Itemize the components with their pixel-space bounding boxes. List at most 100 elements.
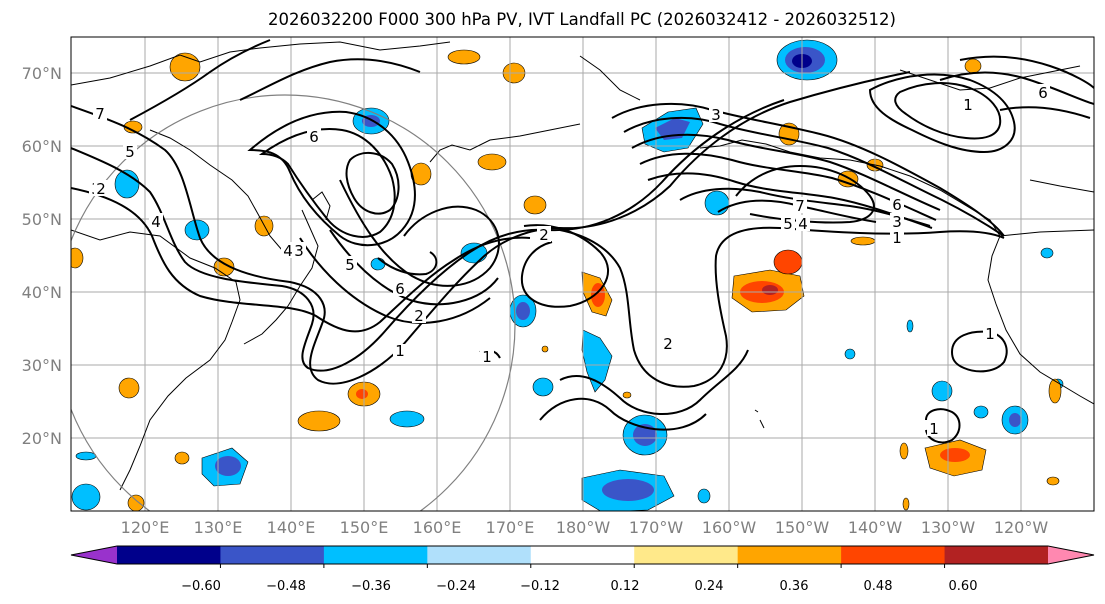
negative-anomaly — [389, 410, 425, 428]
contour-label: 1 — [482, 348, 492, 366]
contour-label: 6 — [892, 196, 902, 214]
contour-label: 6 — [309, 128, 319, 146]
lon-tick: 120°E — [121, 518, 170, 537]
positive-anomaly — [964, 58, 982, 74]
negative-anomaly — [704, 190, 730, 216]
lon-tick: 170°E — [486, 518, 535, 537]
map-title: 2026032200 F000 300 hPa PV, IVT Landfall… — [268, 10, 896, 29]
lon-tick: 150°W — [775, 518, 830, 537]
contour-label: 1 — [395, 342, 405, 360]
colorbar-extend-min — [71, 546, 117, 564]
lon-tick: 130°W — [921, 518, 976, 537]
lon-tick: 180°W — [556, 518, 611, 537]
contour-label: 4 — [151, 213, 161, 231]
colorbar-tick-label: −0.24 — [436, 579, 476, 594]
positive-anomaly — [118, 377, 140, 399]
positive-anomaly — [850, 236, 876, 246]
lat-tick: 20°N — [22, 429, 62, 448]
negative-anomaly — [622, 414, 668, 456]
lon-tick: 130°E — [194, 518, 243, 537]
negative-anomaly — [776, 39, 838, 81]
contour-label: 1 — [892, 229, 902, 247]
colorbar-outline — [70, 545, 1095, 565]
positive-anomaly — [127, 494, 145, 511]
positive-anomaly — [297, 410, 341, 432]
contour-label: 1 — [963, 96, 973, 114]
lon-tick: 160°W — [702, 518, 757, 537]
negative-anomaly — [1040, 247, 1054, 259]
contour-label: 3 — [711, 106, 721, 124]
longitude-axis: 120°E 130°E 140°E 150°E 160°E 170°E 180°… — [121, 518, 1049, 537]
positive-anomaly — [169, 52, 201, 82]
lon-tick: 140°W — [848, 518, 903, 537]
colorbar-segment — [220, 546, 325, 564]
contour-label: 2 — [414, 307, 424, 325]
colorbar-tick-label: −0.48 — [266, 579, 306, 594]
lat-tick: 70°N — [22, 64, 62, 83]
negative-anomaly — [532, 377, 554, 397]
negative-anomaly — [581, 469, 675, 511]
colorbar-ticks: −0.60 −0.48 −0.36 −0.24 −0.12 0.12 0.24 … — [181, 579, 977, 594]
contour-label: 4 — [283, 242, 293, 260]
contour-label: 5 — [125, 143, 135, 161]
contour-label: 2 — [96, 180, 106, 198]
colorbar-tick-label: 0.48 — [864, 579, 893, 594]
positive-anomaly — [541, 345, 549, 353]
colorbar-extend-max — [1048, 546, 1094, 564]
negative-anomaly — [973, 405, 989, 419]
contour-label: 5 — [345, 256, 355, 274]
colorbar-segment — [737, 546, 842, 564]
colorbar-tick-label: −0.60 — [181, 579, 221, 594]
lat-tick: 30°N — [22, 356, 62, 375]
contour-label: 7 — [795, 197, 805, 215]
contour-label: 6 — [395, 280, 405, 298]
negative-anomaly — [509, 294, 537, 328]
highlight-circle — [71, 94, 516, 511]
positive-anomaly — [174, 451, 190, 465]
graticule — [71, 37, 1094, 511]
positive-anomaly — [622, 391, 632, 399]
lon-tick: 150°E — [340, 518, 389, 537]
negative-anomaly — [931, 380, 953, 402]
lat-tick: 50°N — [22, 210, 62, 229]
colorbar-tick-label: −0.36 — [351, 579, 391, 594]
positive-anomaly — [773, 249, 803, 275]
lon-tick: 170°W — [629, 518, 684, 537]
contour-label: 2 — [663, 335, 673, 353]
lon-tick: 140°E — [267, 518, 316, 537]
contour-label: 3 — [294, 242, 304, 260]
contour-label: 3 — [892, 213, 902, 231]
positive-anomaly — [1046, 476, 1060, 486]
negative-anomaly — [697, 488, 711, 504]
contour-label: 4 — [798, 215, 808, 233]
positive-anomaly — [899, 442, 909, 460]
positive-anomaly — [213, 257, 235, 277]
contour-label: 7 — [95, 105, 105, 123]
negative-anomaly — [1001, 405, 1029, 435]
contour-label: 6 — [1038, 84, 1048, 102]
positive-anomaly — [902, 497, 910, 511]
colorbar-tick-label: 0.60 — [949, 579, 978, 594]
colorbar-segment — [323, 546, 428, 564]
map-panel: 7 6 5 4 3 2 1 2 6 4 5 — [70, 36, 1095, 512]
colorbar-segment — [944, 546, 1049, 564]
lat-tick: 40°N — [22, 283, 62, 302]
negative-anomaly — [75, 451, 97, 461]
contour-label: 1 — [929, 420, 939, 438]
negative-anomaly — [370, 257, 386, 271]
positive-anomaly — [447, 49, 481, 65]
colorbar-segment — [634, 546, 739, 564]
negative-anomaly — [201, 447, 249, 487]
colorbar-tick-label: −0.12 — [520, 579, 560, 594]
colorbar-tick-label: 0.36 — [780, 579, 809, 594]
contour-labels: 7 6 5 4 3 2 1 2 6 4 5 — [89, 84, 1050, 438]
contour-label: 2 — [539, 226, 549, 244]
positive-anomaly — [71, 247, 84, 269]
positive-anomaly — [477, 153, 507, 171]
colorbar-tick-label: 0.12 — [611, 579, 640, 594]
positive-anomaly — [1048, 378, 1062, 404]
colorbar-segment — [427, 546, 532, 564]
negative-anomaly — [844, 348, 856, 360]
contour-label: 5 — [783, 215, 793, 233]
